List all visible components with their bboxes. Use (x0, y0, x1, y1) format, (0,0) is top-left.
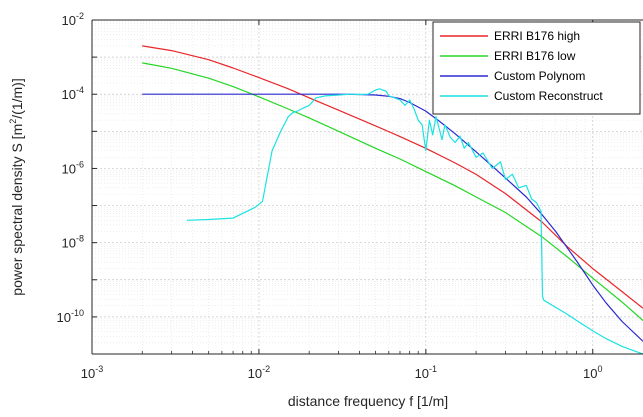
x-tick-labels: 10-3 10-2 10-1 100 (81, 364, 603, 381)
legend-label: ERRI B176 high (494, 29, 580, 43)
series-line-erri-b176-low (142, 62, 643, 321)
legend-label: Custom Polynom (494, 69, 585, 83)
y-tick-label: 10-8 (62, 234, 84, 251)
legend-items: ERRI B176 high ERRI B176 low Custom Polyno… (440, 29, 603, 103)
y-tick-label: 10-10 (57, 308, 84, 325)
x-tick-label: 100 (583, 364, 602, 381)
x-tick-label: 10-2 (248, 364, 270, 381)
legend-label: Custom Reconstruct (494, 89, 603, 103)
legend-label: ERRI B176 low (494, 49, 576, 63)
y-axis-label: power spectral density S [m2/(1/m)] (8, 78, 25, 295)
legend: ERRI B176 high ERRI B176 low Custom Polyno… (432, 21, 641, 115)
series-line-custom-reconstruct (186, 88, 643, 355)
x-tick-label: 10-3 (81, 364, 103, 381)
series-line-custom-polynom (142, 93, 643, 342)
x-axis-label: distance frequency f [1/m] (288, 393, 448, 409)
y-tick-label: 10-6 (62, 159, 84, 176)
legend-box (432, 21, 641, 115)
y-tick-labels: 10-10 10-8 10-6 10-4 10-2 (57, 11, 84, 325)
x-tick-label: 10-1 (415, 364, 437, 381)
y-tick-label: 10-2 (62, 11, 84, 28)
y-tick-label: 10-4 (62, 85, 84, 102)
series-layer (142, 45, 643, 355)
